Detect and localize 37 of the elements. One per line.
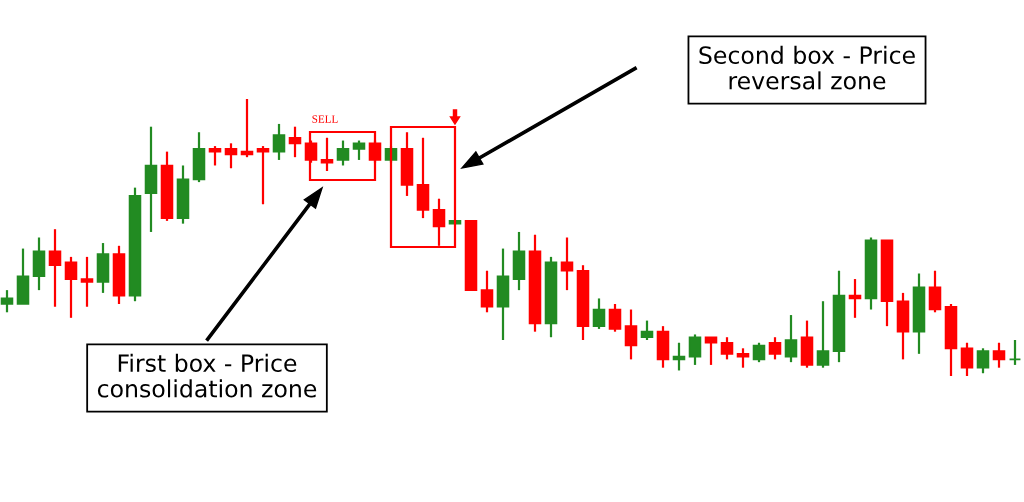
candlestick [480,269,494,314]
candlestick [848,277,862,319]
candlestick [272,122,286,162]
candlestick [720,336,734,361]
candlestick [336,139,350,167]
candlestick [560,236,574,292]
candlestick [288,125,302,159]
candlestick [608,302,622,333]
candlestick [640,319,654,342]
candlestick [736,347,750,369]
candlestick [992,341,1006,369]
candlestick [768,336,782,361]
candlestick [672,341,686,372]
candlestick [0,289,14,314]
candlestick [784,313,798,364]
candlestick [928,269,942,314]
candlestick [1008,338,1022,367]
annotation: SELL [312,115,338,123]
text: Second box - Price reversal zone [699,45,915,90]
candlestick [816,300,830,369]
candlestick [752,341,766,364]
candlestick [240,97,254,159]
candlestick [256,144,270,206]
candlestick [48,228,62,308]
candlestick [80,255,94,308]
candlestick [976,347,990,375]
annotation: First box - Price consolidation zone [97,353,317,398]
candlestick [224,142,238,170]
candlestick [960,341,974,378]
candlestick [208,144,222,167]
candlestick [624,308,638,361]
candlestick [704,336,718,367]
candlestick [592,297,606,331]
candlestick [320,136,334,173]
candlestick [352,139,366,162]
candlestick [688,333,702,367]
candlestick [64,255,78,319]
